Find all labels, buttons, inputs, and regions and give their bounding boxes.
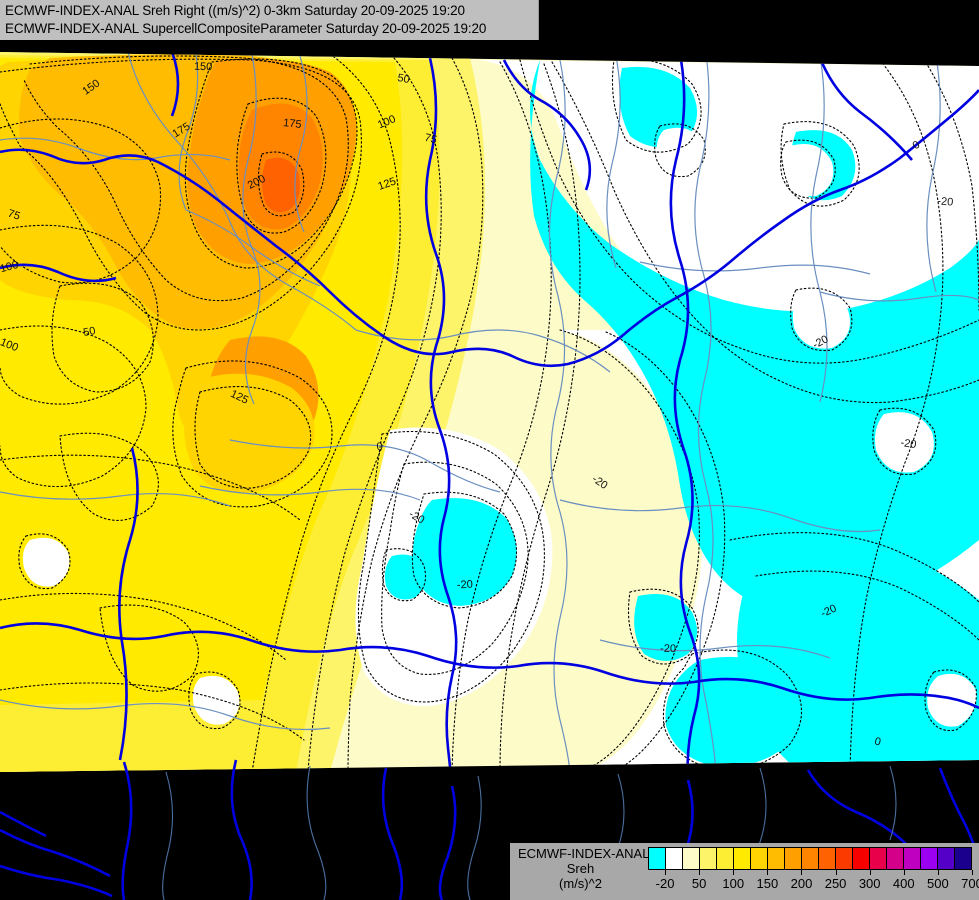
- rivers: [0, 52, 979, 772]
- field-white-hole-c: [792, 292, 850, 349]
- colorbar-tick-label-9: 700: [961, 876, 979, 891]
- colorbar-tick-4: [801, 870, 803, 875]
- colorbar-swatch-7[interactable]: [768, 848, 785, 869]
- colorbar-tick-label-0: -20: [655, 876, 675, 891]
- colorbar-swatch-8[interactable]: [785, 848, 802, 869]
- colorbar-tick-label-4: 200: [790, 876, 813, 891]
- contour-label-125-8: 125: [376, 176, 397, 193]
- title-line-1: ECMWF-INDEX-ANAL Sreh Right ((m/s)^2) 0-…: [5, 3, 465, 18]
- colorbar-tick-labels: -20 50 100 150 200 250 300 400 500 700: [648, 876, 979, 896]
- colorbar-swatch-6[interactable]: [751, 848, 768, 869]
- colorbar-swatch-12[interactable]: [853, 848, 870, 869]
- contour-label-150-1: 150: [194, 61, 213, 74]
- contour-label-100-11: 100: [0, 336, 20, 354]
- colorbar-tick-1: [699, 870, 701, 875]
- colorbar-tick-5: [835, 870, 837, 875]
- contour-lines: [0, 53, 979, 772]
- colorbar-swatch-10[interactable]: [819, 848, 836, 869]
- field-cyan-patch-f: [619, 66, 698, 148]
- contour-label--20-23: -20: [819, 603, 838, 620]
- contour-label-50-12: 50: [82, 325, 96, 339]
- colorbar-tick-0: [665, 870, 667, 875]
- contour-label-100-10: 100: [0, 259, 20, 275]
- colorbar-tick-label-8: 500: [927, 876, 949, 891]
- field-white-hole-b: [782, 144, 834, 197]
- colorbar-ticks: [648, 870, 973, 878]
- colorbar-swatch-0[interactable]: [649, 848, 666, 869]
- contour-label-0-14: 0: [376, 441, 384, 454]
- contour-label--20-22: -20: [900, 437, 918, 451]
- legend-variable-label: Sreh: [566, 861, 595, 876]
- field-white-hole-g: [192, 675, 240, 725]
- data-field: [0, 52, 979, 772]
- colorbar-tick-2: [733, 870, 735, 875]
- field-white-hole-d: [875, 412, 934, 473]
- contour-label-50-5: 50: [396, 72, 410, 86]
- colorbar-tick-7: [903, 870, 905, 875]
- colorbar-tick-6: [869, 870, 871, 875]
- colorbar-swatch-15[interactable]: [904, 848, 921, 869]
- colorbar-swatches[interactable]: [648, 847, 972, 870]
- contour-label--20-20: -20: [937, 195, 954, 208]
- contour-label--20-16: -20: [457, 579, 474, 592]
- colorbar-swatch-13[interactable]: [870, 848, 887, 869]
- field-cyan-patch-b: [384, 554, 426, 600]
- colorbar-swatch-16[interactable]: [921, 848, 938, 869]
- field-band-peak: [262, 157, 300, 213]
- country-borders-outside: [0, 759, 979, 900]
- contour-label-175-3: 175: [283, 117, 303, 131]
- field-white-hole-f: [22, 537, 70, 587]
- contour-label-75-9: 75: [6, 208, 21, 223]
- legend-model-label: ECMWF-INDEX-ANAL: [518, 846, 650, 861]
- colorbar-legend[interactable]: ECMWF-INDEX-ANAL Sreh (m/s)^2 -20 50 100 15…: [510, 843, 979, 900]
- title-bar: ECMWF-INDEX-ANAL Sreh Right ((m/s)^2) 0-…: [0, 0, 539, 40]
- colorbar-tick-label-7: 400: [892, 876, 915, 891]
- colorbar-swatch-1[interactable]: [666, 848, 683, 869]
- colorbar-swatch-11[interactable]: [836, 848, 853, 869]
- colorbar-swatch-9[interactable]: [802, 848, 819, 869]
- colorbar-tick-label-3: 150: [756, 876, 779, 891]
- field-band-neg20-east: [530, 60, 979, 616]
- colorbar-tick-label-1: 50: [691, 876, 707, 891]
- contour-label-0-19: 0: [911, 139, 923, 152]
- legend-units-label: (m/s)^2: [559, 876, 602, 891]
- colorbar-swatch-4[interactable]: [717, 848, 734, 869]
- contour-label--20-18: -20: [660, 643, 676, 655]
- colorbar-tick-3: [767, 870, 769, 875]
- field-band-0-white: [480, 60, 979, 335]
- colorbar-swatch-3[interactable]: [700, 848, 717, 869]
- country-borders: [0, 52, 979, 772]
- field-white-hole-e: [927, 673, 977, 727]
- colorbar-swatch-17[interactable]: [938, 848, 955, 869]
- contour-label-0-24: 0: [873, 736, 882, 749]
- field-cyan-patch-d: [634, 594, 698, 661]
- colorbar-swatch-5[interactable]: [734, 848, 751, 869]
- field-band-125-150-b: [184, 373, 315, 494]
- colorbar-swatch-14[interactable]: [887, 848, 904, 869]
- colorbar-tick-label-2: 100: [722, 876, 745, 891]
- colorbar-tick-label-6: 300: [858, 876, 881, 891]
- colorbar-swatch-18[interactable]: [955, 848, 971, 869]
- colorbar-tick-9: [972, 870, 973, 875]
- colorbar-swatch-2[interactable]: [683, 848, 700, 869]
- field-cyan-patch-a: [412, 498, 517, 606]
- contour-label-75-7: 75: [423, 132, 438, 147]
- colorbar-tick-label-5: 250: [824, 876, 847, 891]
- colorbar-tick-8: [937, 870, 939, 875]
- title-line-2: ECMWF-INDEX-ANAL SupercellCompositeParam…: [5, 21, 487, 36]
